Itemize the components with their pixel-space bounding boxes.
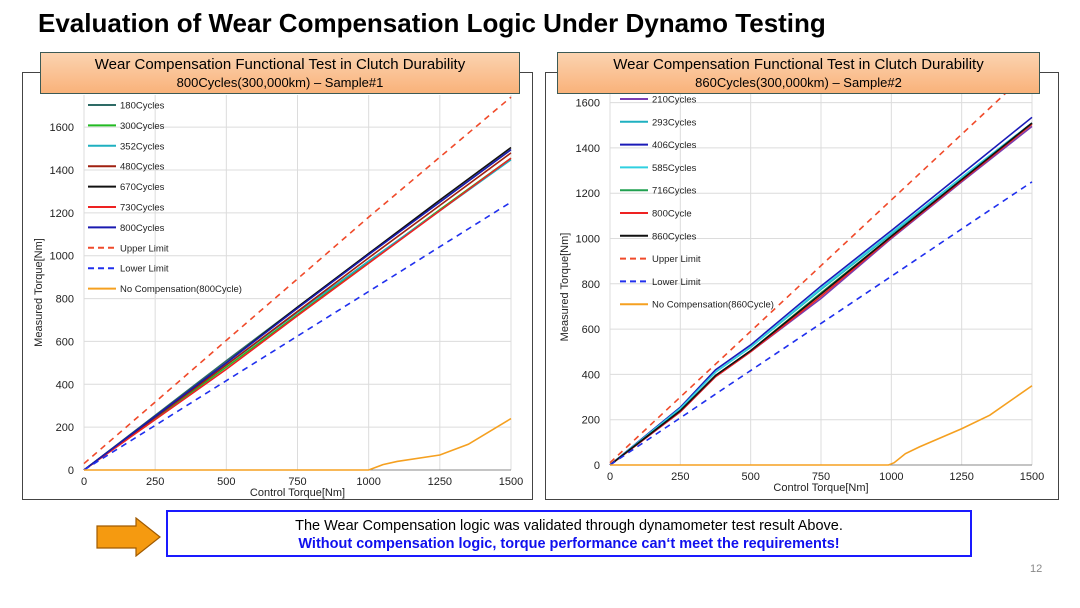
legend-label: Upper Limit — [120, 243, 169, 254]
x-tick-label: 1500 — [1020, 471, 1044, 483]
series-line-406cycles — [609, 116, 1033, 466]
arrow-right-icon — [96, 517, 161, 557]
y-tick-label: 1600 — [576, 98, 600, 110]
x-axis-label: Control Torque[Nm] — [773, 482, 868, 494]
x-tick-label: 0 — [81, 476, 87, 488]
legend-label: 670Cycles — [120, 182, 165, 193]
legend-label: 585Cycles — [652, 163, 697, 174]
y-tick-label: 1000 — [50, 251, 74, 263]
conclusion-line-2: Without compensation logic, torque perfo… — [298, 536, 840, 552]
legend-label: 730Cycles — [120, 203, 165, 214]
legend-label: Lower Limit — [120, 264, 169, 275]
conclusion-box: The Wear Compensation logic was validate… — [166, 510, 972, 557]
series-line-upper-limit — [609, 68, 1033, 464]
x-tick-label: 1000 — [356, 476, 380, 488]
series-line-860cycles — [609, 122, 1033, 466]
page-number: 12 — [1030, 563, 1043, 575]
legend-label: 210Cycles — [652, 95, 697, 106]
series-line-lower-limit — [609, 181, 1033, 466]
y-tick-label: 1400 — [50, 165, 74, 177]
y-tick-label: 1000 — [576, 233, 600, 245]
series-line-300cycles — [83, 157, 512, 471]
y-tick-label: 1600 — [50, 122, 74, 134]
x-tick-label: 1000 — [879, 471, 903, 483]
legend-label: No Compensation(800Cycle) — [120, 284, 242, 295]
legend-label: 800Cycle — [652, 209, 692, 220]
x-tick-label: 500 — [217, 476, 235, 488]
chart2-title: Wear Compensation Functional Test in Clu… — [613, 56, 984, 73]
legend-label: Lower Limit — [652, 277, 701, 288]
legend-label: 300Cycles — [120, 121, 165, 132]
conclusion-line-1: The Wear Compensation logic was validate… — [295, 518, 843, 534]
x-tick-label: 250 — [146, 476, 164, 488]
series-line-no-compensation-860cycle- — [610, 385, 1033, 466]
series-line-800cycles — [83, 148, 512, 471]
legend-label: 352Cycles — [120, 141, 165, 152]
legend-label: 860Cycles — [652, 231, 697, 242]
x-tick-label: 500 — [741, 471, 759, 483]
x-tick-label: 750 — [288, 476, 306, 488]
chart1-header: Wear Compensation Functional Test in Clu… — [40, 52, 520, 94]
series-line-480cycles — [83, 152, 512, 471]
y-tick-label: 1200 — [576, 188, 600, 200]
legend-label: Upper Limit — [652, 254, 701, 265]
y-axis-label: Measured Torque[Nm] — [559, 233, 571, 342]
chart-panel-sample1 — [22, 72, 533, 500]
y-tick-label: 200 — [582, 415, 600, 427]
chart2-header: Wear Compensation Functional Test in Clu… — [557, 52, 1040, 94]
series-line-585cycles — [609, 122, 1033, 466]
legend-label: 293Cycles — [652, 117, 697, 128]
y-tick-label: 1400 — [576, 143, 600, 155]
x-tick-label: 750 — [812, 471, 830, 483]
legend-label: 180Cycles — [120, 101, 165, 112]
chart1-title: Wear Compensation Functional Test in Clu… — [94, 56, 466, 73]
series-line-800cycle — [609, 123, 1033, 466]
y-tick-label: 0 — [594, 460, 600, 472]
y-tick-label: 200 — [56, 422, 74, 434]
y-tick-label: 800 — [582, 279, 600, 291]
chart2-subtitle: 860Cycles(300,000km) – Sample#2 — [695, 75, 902, 90]
y-tick-label: 400 — [56, 379, 74, 391]
y-tick-label: 600 — [56, 336, 74, 348]
y-axis-label: Measured Torque[Nm] — [33, 238, 45, 347]
legend-label: 406Cycles — [652, 140, 697, 151]
x-tick-label: 1250 — [428, 476, 452, 488]
legend-label: 716Cycles — [652, 186, 697, 197]
x-tick-label: 0 — [607, 471, 613, 483]
series-line-730cycles — [83, 157, 512, 471]
legend-label: 800Cycles — [120, 223, 165, 234]
y-tick-label: 1200 — [50, 208, 74, 220]
x-axis-label: Control Torque[Nm] — [250, 487, 345, 499]
y-tick-label: 800 — [56, 294, 74, 306]
legend-label: 480Cycles — [120, 162, 165, 173]
legend-label: No Compensation(860Cycle) — [652, 300, 774, 311]
slide-title: Evaluation of Wear Compensation Logic Un… — [38, 8, 826, 38]
chart-panel-sample2 — [545, 72, 1059, 500]
y-tick-label: 600 — [582, 324, 600, 336]
series-line-no-compensation-800cycle- — [84, 417, 512, 471]
x-tick-label: 250 — [671, 471, 689, 483]
x-tick-label: 1250 — [949, 471, 973, 483]
y-tick-label: 400 — [582, 369, 600, 381]
x-tick-label: 1500 — [499, 476, 523, 488]
y-tick-label: 0 — [68, 465, 74, 477]
chart1-subtitle: 800Cycles(300,000km) – Sample#1 — [176, 75, 384, 90]
series-line-lower-limit — [83, 201, 512, 471]
